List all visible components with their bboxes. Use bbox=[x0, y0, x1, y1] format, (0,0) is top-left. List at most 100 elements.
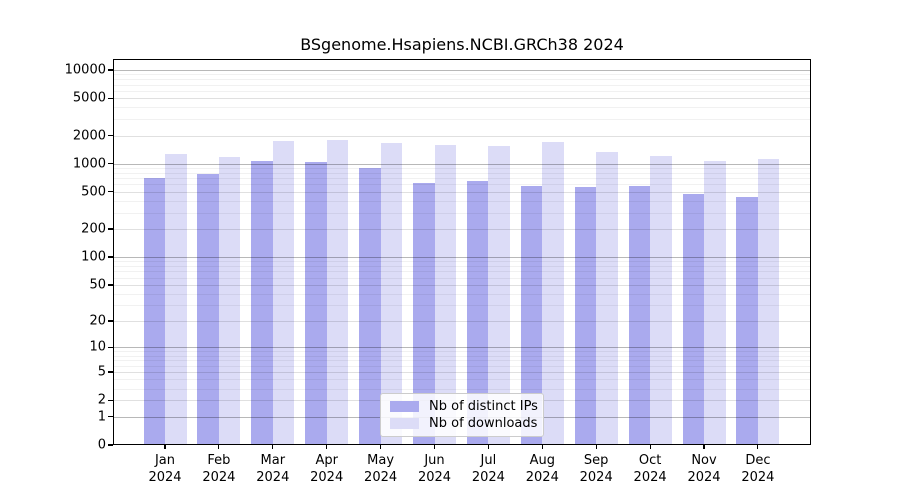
x-tick-mark-feb bbox=[218, 445, 220, 449]
plot-area bbox=[113, 59, 811, 445]
minor-gridline-3000 bbox=[113, 119, 811, 120]
bar-distinct-ips-aug bbox=[520, 185, 543, 445]
legend-label-downloads: Nb of downloads bbox=[429, 416, 538, 432]
minor-gridline-90 bbox=[113, 261, 811, 263]
bar-downloads-oct bbox=[650, 155, 672, 445]
chart-title: BSgenome.Hsapiens.NCBI.GRCh38 2024 bbox=[300, 35, 624, 54]
x-tick-label-dec: Dec 2024 bbox=[741, 453, 775, 485]
gridline-5000 bbox=[113, 98, 811, 100]
legend: Nb of distinct IPs Nb of downloads bbox=[380, 393, 544, 437]
gridline-200 bbox=[113, 229, 811, 231]
minor-gridline-80 bbox=[113, 266, 811, 268]
minor-gridline-900 bbox=[113, 167, 811, 169]
x-tick-label-jan: Jan 2024 bbox=[148, 453, 182, 485]
y-tick-mark-10 bbox=[108, 346, 113, 348]
legend-item-distinct-ips: Nb of distinct IPs bbox=[390, 399, 538, 414]
bar-distinct-ips-may bbox=[359, 167, 381, 445]
y-tick-label-10000: 10000 bbox=[64, 62, 106, 78]
y-tick-label-2000: 2000 bbox=[72, 128, 106, 143]
bar-downloads-sep bbox=[596, 151, 618, 445]
y-tick-mark-20 bbox=[108, 320, 113, 322]
minor-gridline-40 bbox=[113, 293, 811, 295]
x-tick-label-feb: Feb 2024 bbox=[202, 453, 236, 485]
y-tick-mark-500 bbox=[108, 191, 113, 193]
x-tick-mark-jan bbox=[164, 445, 166, 449]
gridline-20 bbox=[113, 321, 811, 323]
gridline-10 bbox=[113, 347, 811, 349]
x-tick-label-sep: Sep 2024 bbox=[579, 453, 613, 485]
legend-item-downloads: Nb of downloads bbox=[390, 416, 538, 432]
y-tick-label-0: 0 bbox=[97, 437, 106, 453]
minor-gridline-4 bbox=[113, 379, 811, 381]
y-tick-label-1: 1 bbox=[97, 409, 106, 425]
bar-distinct-ips-jun bbox=[413, 183, 435, 445]
minor-gridline-3 bbox=[113, 388, 811, 390]
bar-downloads-may bbox=[380, 143, 403, 445]
bar-distinct-ips-apr bbox=[305, 162, 327, 445]
x-tick-label-oct: Oct 2024 bbox=[633, 453, 667, 485]
y-tick-label-50: 50 bbox=[89, 277, 106, 293]
bar-distinct-ips-feb bbox=[197, 173, 219, 445]
x-tick-label-mar: Mar 2024 bbox=[256, 453, 290, 485]
y-tick-mark-100 bbox=[108, 256, 113, 258]
y-tick-label-5: 5 bbox=[97, 364, 106, 380]
minor-gridline-9000 bbox=[113, 74, 811, 76]
y-tick-mark-50 bbox=[108, 284, 113, 286]
y-tick-mark-2 bbox=[108, 399, 113, 401]
x-tick-label-jul: Jul 2024 bbox=[471, 453, 505, 485]
bar-distinct-ips-mar bbox=[251, 160, 273, 445]
grid-layer bbox=[113, 59, 811, 445]
x-tick-mark-apr bbox=[326, 445, 328, 449]
bar-distinct-ips-sep bbox=[574, 186, 597, 445]
y-tick-label-5000: 5000 bbox=[72, 90, 106, 106]
bar-downloads-jul bbox=[488, 146, 510, 445]
x-tick-label-may: May 2024 bbox=[364, 453, 398, 485]
gridline-500 bbox=[113, 191, 811, 193]
bar-downloads-jan bbox=[165, 154, 187, 445]
gridline-5 bbox=[113, 372, 811, 374]
minor-gridline-8000 bbox=[113, 79, 811, 81]
x-tick-mark-dec bbox=[757, 445, 759, 449]
legend-label-distinct-ips: Nb of distinct IPs bbox=[429, 398, 538, 414]
x-tick-mark-may bbox=[380, 445, 382, 449]
x-tick-mark-jul bbox=[487, 445, 489, 449]
bar-distinct-ips-jul bbox=[466, 181, 489, 445]
minor-gridline-30 bbox=[113, 305, 811, 307]
gridline-1000 bbox=[113, 163, 811, 165]
y-tick-mark-200 bbox=[108, 228, 113, 230]
minor-gridline-60 bbox=[113, 277, 811, 279]
y-tick-label-100: 100 bbox=[81, 249, 106, 265]
y-tick-mark-5 bbox=[108, 371, 113, 373]
y-tick-label-2: 2 bbox=[97, 392, 106, 408]
x-tick-mark-oct bbox=[649, 445, 651, 449]
gridline-100 bbox=[113, 257, 811, 259]
minor-gridline-6 bbox=[113, 365, 811, 367]
y-tick-mark-5000 bbox=[108, 97, 113, 99]
gridline-10000 bbox=[113, 70, 811, 71]
minor-gridline-700 bbox=[113, 178, 811, 180]
bar-distinct-ips-nov bbox=[682, 193, 704, 445]
y-tick-mark-10000 bbox=[108, 69, 113, 71]
bar-downloads-apr bbox=[326, 140, 349, 445]
minor-gridline-7000 bbox=[113, 84, 811, 86]
x-tick-label-aug: Aug 2024 bbox=[525, 453, 559, 485]
x-tick-label-apr: Apr 2024 bbox=[310, 453, 344, 485]
bar-downloads-aug bbox=[542, 142, 564, 445]
x-tick-label-jun: Jun 2024 bbox=[417, 453, 452, 485]
gridline-2000 bbox=[113, 135, 811, 137]
minor-gridline-300 bbox=[113, 212, 811, 214]
bar-downloads-dec bbox=[757, 159, 780, 445]
y-tick-label-10: 10 bbox=[89, 339, 106, 355]
bars-layer bbox=[113, 59, 811, 445]
bar-downloads-jun bbox=[434, 145, 456, 445]
minor-gridline-800 bbox=[113, 172, 811, 174]
bar-distinct-ips-oct bbox=[628, 185, 651, 445]
minor-gridline-8 bbox=[113, 355, 811, 357]
y-tick-label-500: 500 bbox=[81, 184, 106, 200]
minor-gridline-70 bbox=[113, 271, 811, 273]
y-tick-mark-1 bbox=[108, 416, 113, 418]
x-tick-mark-sep bbox=[595, 445, 597, 449]
minor-gridline-9 bbox=[113, 351, 811, 353]
minor-gridline-4000 bbox=[113, 107, 811, 109]
